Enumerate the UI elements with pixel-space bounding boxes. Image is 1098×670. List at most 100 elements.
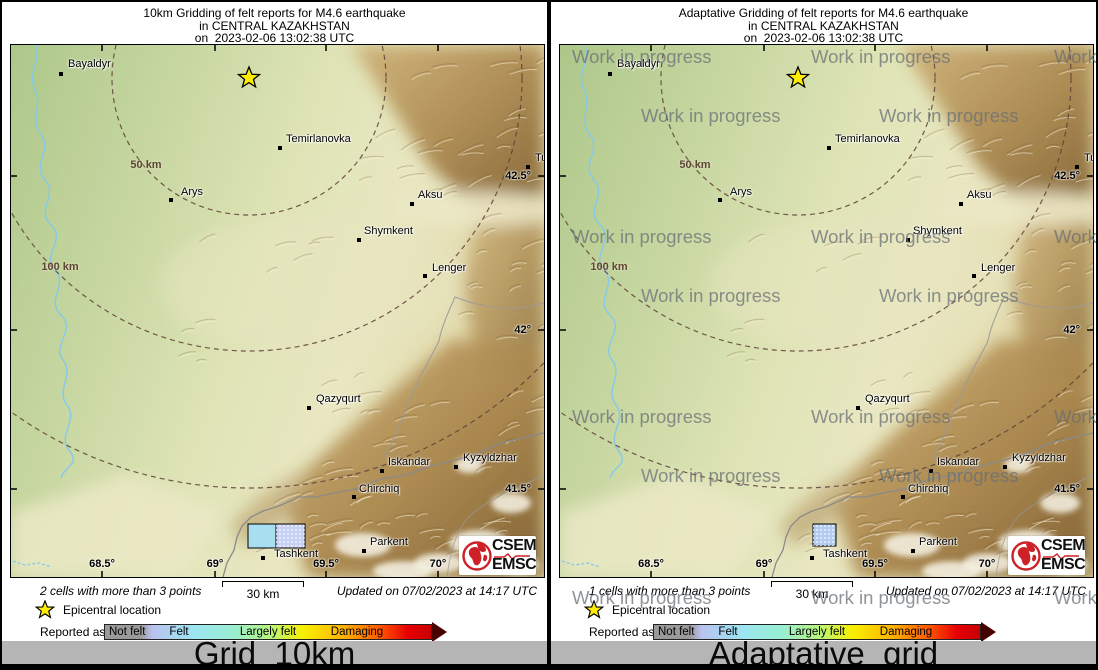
- city-label-tashkent: Tashkent: [274, 548, 319, 560]
- lon-label: 70°: [429, 558, 447, 570]
- scale-label: 30 km: [246, 587, 280, 601]
- heartbeat-icon: [494, 553, 530, 558]
- city-dot-tu: [1075, 165, 1079, 169]
- caption-grid-10km: Grid 10km: [2, 637, 547, 664]
- city-label-parkent: Parkent: [919, 536, 957, 548]
- colorbar-label-damaging: Damaging: [879, 626, 933, 638]
- colorbar-arrow: [432, 622, 447, 642]
- scale-bracket: [771, 581, 853, 587]
- city-label-chirchiq: Chirchiq: [908, 483, 949, 495]
- ring-label-50km: 50 km: [130, 159, 162, 171]
- lon-label: 69.5°: [313, 558, 339, 570]
- colorbar-label-not-felt: Not felt: [109, 626, 146, 638]
- city-label-kyzyldzhar: Kyzyldzhar: [1012, 452, 1066, 464]
- lon-label: 68.5°: [638, 558, 664, 570]
- city-label-tu: Tu: [1084, 152, 1093, 164]
- logo-emsc: EMSC: [1041, 556, 1086, 573]
- colorbar-label-largely-felt: Largely felt: [788, 626, 846, 638]
- city-dot-aksu: [410, 202, 414, 206]
- colorbar-label-felt: Felt: [169, 626, 189, 638]
- colorbar-gradient: Not felt Felt Largely felt Damaging: [104, 624, 432, 640]
- city-dot-parkent: [362, 549, 366, 553]
- city-dot-arys: [718, 198, 722, 202]
- city-dot-tashkent: [810, 556, 814, 560]
- panel-adaptative-grid: Adaptative Gridding of felt reports for …: [551, 2, 1096, 664]
- colorbar-label-not-felt: Not felt: [658, 626, 695, 638]
- star-icon: [584, 600, 604, 619]
- colorbar-gradient: Not felt Felt Largely felt Damaging: [653, 624, 981, 640]
- intensity-colorbar: Not felt Felt Largely felt Damaging: [104, 622, 447, 642]
- city-dot-bayaldyr: [59, 72, 63, 76]
- city-label-parkent: Parkent: [370, 536, 408, 548]
- map-image-adaptative: Bayaldyr Temirlanovka Arys Aksu Shymkent Leng…: [559, 44, 1094, 578]
- city-label-kyzyldzhar: Kyzyldzhar: [463, 452, 517, 464]
- emsc-globe-icon: [1011, 540, 1041, 571]
- scale-bar: 30 km: [222, 581, 304, 601]
- city-dot-arys: [169, 198, 173, 202]
- title-line-1: Adaptative Gridding of felt reports for …: [678, 6, 969, 20]
- city-label-shymkent: Shymkent: [364, 225, 413, 237]
- lon-label: 68.5°: [89, 558, 115, 570]
- ring-label-100km: 100 km: [41, 261, 79, 273]
- city-dot-lenger: [972, 274, 976, 278]
- star-icon: [35, 600, 55, 619]
- title-line-3: on 2023-02-06 13:02:38 UTC: [743, 31, 904, 45]
- city-dot-kyzyldzhar: [454, 465, 458, 469]
- map-title-right: Adaptative Gridding of felt reports for …: [551, 7, 1096, 45]
- city-label-temirlanovka: Temirlanovka: [835, 133, 900, 145]
- city-label-tashkent: Tashkent: [823, 548, 868, 560]
- city-dot-iskandar: [380, 469, 384, 473]
- epicentral-label: Epicentral location: [612, 603, 711, 617]
- city-label-qazyqurt: Qazyqurt: [316, 393, 361, 405]
- lon-label: 69°: [206, 558, 224, 570]
- terrain-map: [560, 45, 1093, 577]
- city-dot-shymkent: [906, 238, 910, 242]
- scale-bar: 30 km: [771, 581, 853, 601]
- reported-as-label: Reported as:: [40, 625, 109, 639]
- csem-emsc-logo: CSEM EMSC: [1008, 536, 1086, 575]
- city-dot-bayaldyr: [608, 72, 612, 76]
- cells-note: 2 cells with more than 3 points: [40, 584, 202, 598]
- panel-grid-10km: 10km Gridding of felt reports for M4.6 e…: [2, 2, 547, 664]
- epicenter-star-icon: [785, 65, 811, 89]
- city-label-aksu: Aksu: [967, 189, 992, 201]
- epicenter-star-icon: [236, 65, 262, 89]
- reported-as-label: Reported as:: [589, 625, 658, 639]
- ring-label-50km: 50 km: [679, 159, 711, 171]
- epicentral-legend: Epicentral location: [35, 600, 161, 620]
- city-label-shymkent: Shymkent: [913, 225, 962, 237]
- city-label-lenger: Lenger: [981, 262, 1016, 274]
- logo-wordmark: CSEM EMSC: [492, 538, 537, 573]
- logo-wordmark: CSEM EMSC: [1041, 537, 1086, 573]
- caption-adaptative-grid: Adaptative grid: [551, 637, 1096, 664]
- city-dot-tu: [526, 165, 530, 169]
- lon-label: 69.5°: [862, 558, 888, 570]
- cells-note: 1 cells with more than 3 points: [589, 584, 751, 598]
- city-dot-parkent: [911, 549, 915, 553]
- city-label-qazyqurt: Qazyqurt: [865, 393, 910, 405]
- map-image-grid-10km: Bayaldyr Temirlanovka Arys Aksu Shymkent Leng…: [10, 44, 545, 578]
- title-line-2: in CENTRAL KAZAKHSTAN: [199, 18, 350, 33]
- city-dot-qazyqurt: [307, 406, 311, 410]
- lat-label: 42.5°: [1054, 170, 1080, 182]
- lon-label: 70°: [978, 558, 996, 570]
- colorbar-label-damaging: Damaging: [330, 626, 384, 638]
- city-dot-iskandar: [929, 469, 933, 473]
- intensity-colorbar: Not felt Felt Largely felt Damaging: [653, 622, 996, 642]
- city-label-arys: Arys: [730, 186, 752, 198]
- lat-label: 42.5°: [505, 170, 531, 182]
- city-label-tu: Tu: [535, 152, 544, 164]
- lat-label: 41.5°: [505, 483, 531, 495]
- lat-label: 42°: [514, 324, 531, 336]
- logo-csem: CSEM: [1041, 537, 1086, 554]
- title-line-2: in CENTRAL KAZAKHSTAN: [748, 18, 899, 33]
- city-label-temirlanovka: Temirlanovka: [286, 133, 351, 145]
- city-dot-aksu: [959, 202, 963, 206]
- city-dot-shymkent: [357, 238, 361, 242]
- emsc-globe-icon: [462, 540, 492, 571]
- city-label-lenger: Lenger: [432, 262, 467, 274]
- city-dot-kyzyldzhar: [1003, 465, 1007, 469]
- legend-left: 2 cells with more than 3 points 30 km Up…: [2, 578, 547, 642]
- lon-label: 69°: [755, 558, 773, 570]
